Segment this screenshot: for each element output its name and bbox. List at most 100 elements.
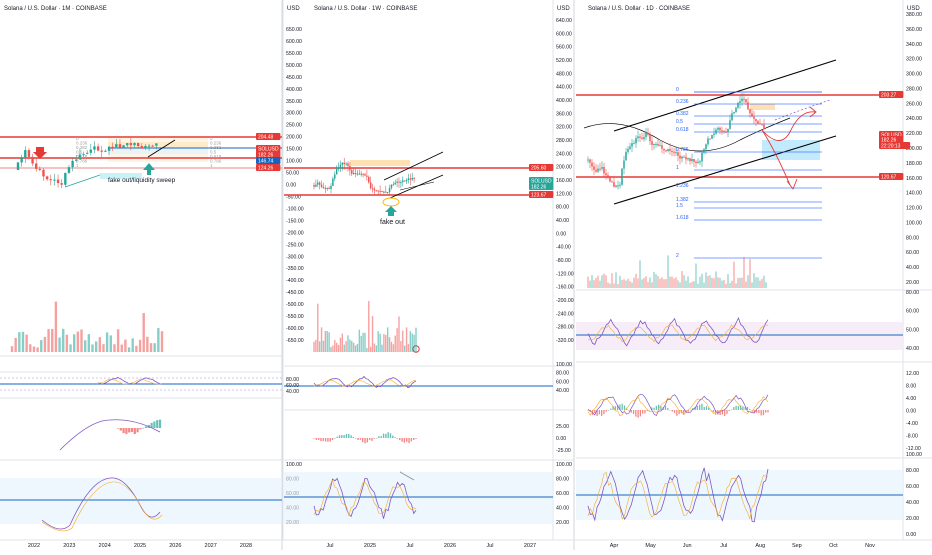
candle-body <box>609 176 611 182</box>
time-axis: 2022 2023 2024 2025 2026 2027 2028 <box>28 543 252 549</box>
volume-bar <box>157 328 160 352</box>
volume-bar <box>683 275 685 288</box>
fib-label: 1 <box>676 165 679 171</box>
candle-body <box>394 182 396 185</box>
volume-bar <box>388 337 391 352</box>
candle-body <box>411 178 413 180</box>
candle-body <box>71 160 74 168</box>
candle-body <box>64 172 67 185</box>
volume-bar <box>127 347 131 352</box>
candle-body <box>129 143 133 146</box>
volume-bar <box>386 327 389 352</box>
price-tick-label: 25.00 <box>556 424 569 430</box>
macd-bar <box>767 410 769 413</box>
volume-bar <box>759 280 761 288</box>
macd-bar <box>765 410 767 413</box>
candle-body <box>27 150 31 157</box>
candle-body <box>140 146 143 149</box>
annotation-box <box>100 173 142 179</box>
price-tick-label: 280.00 <box>906 86 922 92</box>
price-tick-label: -50.00 <box>286 194 301 200</box>
channel-top <box>383 151 444 181</box>
volume-bar <box>43 336 47 352</box>
candle-body <box>75 159 78 161</box>
indicator-line <box>313 477 417 519</box>
volume-bar <box>671 276 673 288</box>
macd-bar <box>350 435 352 438</box>
annotation-line <box>64 174 101 188</box>
volume-bar <box>10 346 14 352</box>
candle-body <box>364 174 366 176</box>
candle-body <box>96 146 100 151</box>
volume-bar <box>332 345 334 352</box>
macd-bar <box>341 435 343 438</box>
weekly-panel: Solana / U.S. Dollar · 1W · COINBASE USD… <box>284 0 574 549</box>
price-tick-label: 350.00 <box>286 99 302 105</box>
volume-bar <box>651 282 653 288</box>
volume-bar <box>689 282 691 288</box>
candle-body <box>328 187 330 190</box>
time-tick-label: 2025 <box>134 543 146 549</box>
macd-bar <box>317 438 320 441</box>
price-tick-label: -250.00 <box>286 242 304 248</box>
candle-body <box>655 143 657 145</box>
price-tick-label: 560.00 <box>556 45 572 51</box>
macd-bar <box>737 406 740 410</box>
macd-bar <box>614 406 616 410</box>
volume-bar <box>91 344 94 352</box>
candle-body <box>385 191 387 193</box>
candle-body <box>653 143 655 145</box>
price-tick-label: 150.00 <box>286 147 302 153</box>
channel-bottom <box>389 174 444 199</box>
volume-bar <box>375 345 378 352</box>
macd-bar <box>689 409 692 411</box>
macd-bar <box>655 405 658 410</box>
candle-body <box>669 149 671 152</box>
candle-body <box>398 181 400 183</box>
trend-line <box>147 139 176 158</box>
volume-bar <box>116 329 120 352</box>
price-tick-label: -400.00 <box>286 278 304 284</box>
price-tick-label: -650.00 <box>286 338 304 344</box>
volume-bar <box>595 277 597 288</box>
fib-label: 0.618 <box>676 127 689 133</box>
time-tick-label: 2028 <box>240 543 252 549</box>
indicator-lines: 80.0060.0040.00100.0080.0060.0040.0020.0… <box>0 376 302 532</box>
volume-bar <box>729 283 731 288</box>
indicator-line <box>587 467 769 523</box>
volume-bar <box>36 347 39 352</box>
candle-body <box>373 188 376 191</box>
fib-label: 1.618 <box>676 215 689 221</box>
volume-bar <box>649 277 651 288</box>
candle-body <box>681 156 683 159</box>
panel-title: Solana / U.S. Dollar · 1W · COINBASE <box>314 6 417 12</box>
macd-bar <box>392 435 394 438</box>
price-axis-unit: USD <box>287 6 300 12</box>
price-tick-label: 12.00 <box>906 371 919 377</box>
up-arrow-icon <box>143 163 155 175</box>
price-tag <box>256 164 281 171</box>
macd-bar <box>719 410 721 416</box>
price-tick-label: 500.00 <box>286 63 302 69</box>
price-tick-label: 240.00 <box>906 116 922 122</box>
macd-bar <box>401 438 403 442</box>
volume-bar <box>667 255 669 288</box>
macd-bar <box>619 404 621 410</box>
price-tag-label: SOLUSD <box>531 179 552 185</box>
stoch-d <box>41 481 163 532</box>
macd-bar <box>635 410 637 417</box>
candle-body <box>360 173 362 175</box>
price-tick-label: 650.00 <box>286 27 302 33</box>
volume-bar <box>611 273 613 288</box>
macd-bar <box>598 410 601 415</box>
volume-bar <box>65 334 69 352</box>
fib-label: 0.382 <box>676 111 689 117</box>
volume-bar <box>322 340 325 352</box>
time-tick-label: Sep <box>792 543 802 549</box>
volume-bar <box>619 275 621 288</box>
macd-bar <box>144 426 148 428</box>
macd-bar <box>683 410 685 415</box>
candle-body <box>643 137 645 140</box>
candle-body <box>403 180 406 182</box>
fib-label: 0.5 <box>76 150 83 155</box>
